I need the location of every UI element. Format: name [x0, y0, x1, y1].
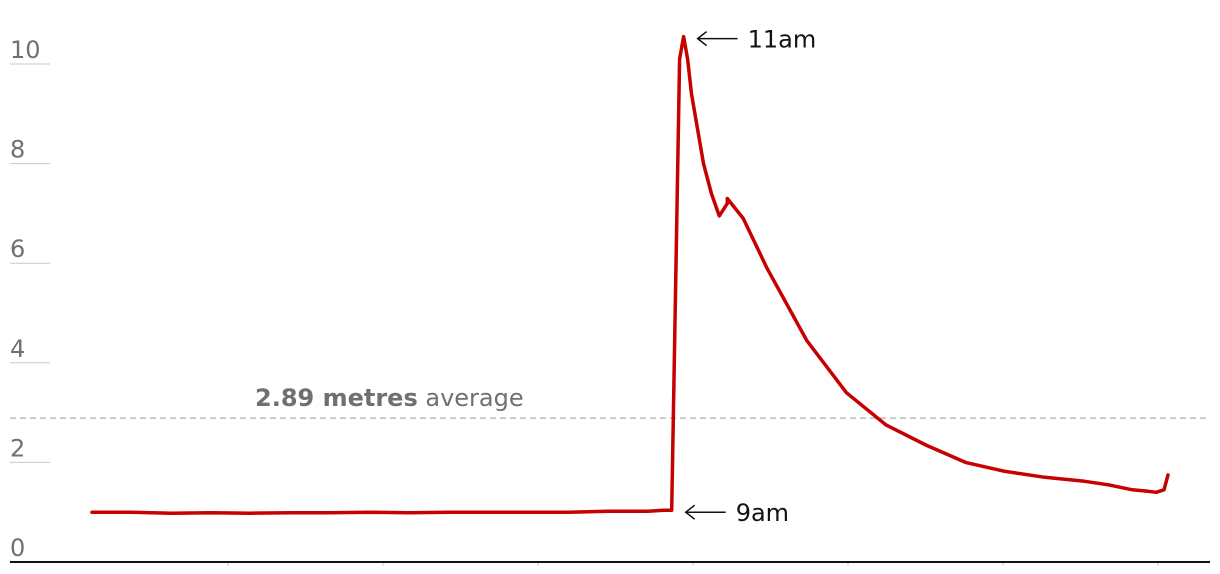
- annotation-label: 11am: [748, 26, 817, 54]
- series-line: [90, 34, 1170, 515]
- annotation-arrow-head: [684, 504, 696, 520]
- average-label: 2.89 metres average: [255, 384, 524, 412]
- average-value: 2.89 metres: [255, 384, 418, 412]
- y-tick-label: 2: [10, 434, 25, 462]
- average-suffix: average: [418, 384, 524, 412]
- annotation-9am: 9am: [684, 499, 789, 527]
- annotation-arrow-head: [696, 31, 708, 47]
- y-tick-label: 4: [10, 335, 25, 363]
- y-tick-label: 10: [10, 36, 41, 64]
- y-tick-label: 6: [10, 235, 25, 263]
- y-tick-label: 0: [10, 534, 25, 562]
- annotation-11am: 11am: [696, 26, 817, 54]
- annotation-label: 9am: [736, 499, 789, 527]
- annotations: 11am 9am: [684, 26, 817, 527]
- y-tick-label: 8: [10, 136, 25, 164]
- y-axis: 0 2 4 6 8 10: [10, 36, 50, 562]
